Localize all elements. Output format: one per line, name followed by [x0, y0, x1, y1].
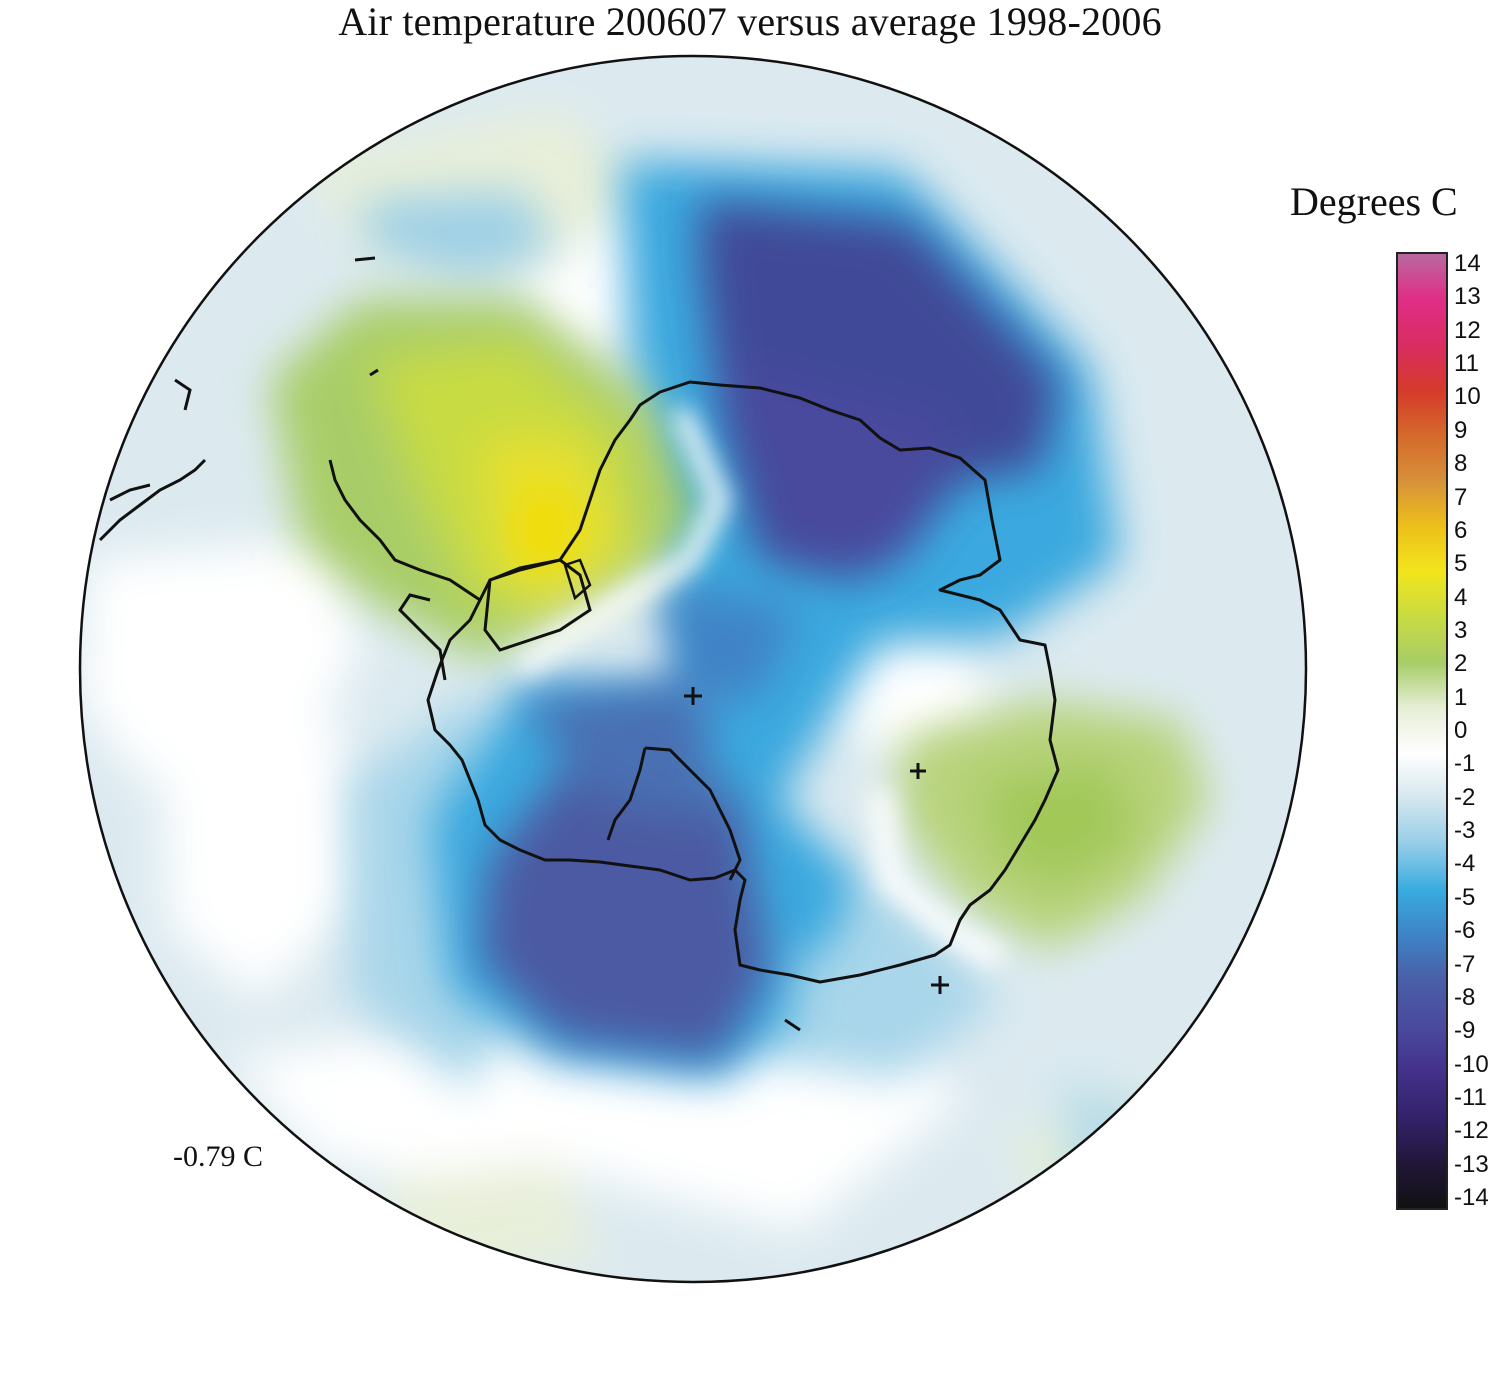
colorbar-tick-label: -5: [1454, 883, 1476, 911]
colorbar-tick-label: 2: [1454, 650, 1468, 678]
filchner-ronne-outline: [483, 558, 592, 652]
anomaly-field: [80, 56, 1306, 1282]
colorbar-tick-label: 11: [1454, 350, 1479, 378]
colorbar-tick-label: -14: [1454, 1184, 1489, 1211]
colorbar-tick-label: 0: [1454, 717, 1468, 744]
colorbar-tick-label: -3: [1454, 817, 1476, 845]
colorbar-tick-labels: 14 13 12 11 10 9 8 7 6 5 4 3 2 1 0 -1 -2 -3 -4 -5 -6 -7 -8 -9 -1…: [1454, 252, 1500, 1210]
ross-ice-shelf-outline: [606, 746, 742, 881]
colorbar-tick-label: -10: [1454, 1050, 1489, 1078]
colorbar-tick-label: 8: [1454, 450, 1468, 478]
plus-marker: [684, 687, 702, 705]
near-zero-areas: [80, 110, 1260, 1280]
antarctic-peninsula-outline: [328, 459, 481, 681]
antarctica-coastline: [426, 380, 1060, 984]
colorbar-tick-label: 3: [1454, 616, 1468, 644]
colorbar-tick-label: -4: [1454, 850, 1476, 878]
plus-marker: [910, 763, 926, 779]
colorbar: [1396, 252, 1448, 1210]
colorbar-tick-label: -12: [1454, 1117, 1489, 1145]
colorbar-tick-label: -9: [1454, 1017, 1476, 1045]
colorbar-tick-label: -13: [1454, 1150, 1489, 1178]
colorbar-tick-label: 6: [1454, 516, 1468, 544]
legend-title: Degrees C: [1290, 179, 1458, 224]
colorbar-tick-label: -7: [1454, 950, 1476, 978]
colorbar-tick-label: 5: [1454, 550, 1468, 578]
plus-marker: [931, 976, 949, 994]
zero-contour-bands: [514, 406, 1006, 970]
colorbar-tick-label: 12: [1454, 316, 1481, 344]
colorbar-tick-label: 7: [1454, 483, 1468, 511]
colorbar-tick-label: 9: [1454, 416, 1468, 444]
colorbar-tick-label: 10: [1454, 383, 1481, 411]
mean-anomaly-value: -0.79 C: [173, 1140, 263, 1173]
colorbar-tick-label: -1: [1454, 750, 1476, 778]
plus-markers: [684, 687, 949, 994]
colorbar-tick-label: 1: [1454, 683, 1468, 711]
colorbar-tick-label: -6: [1454, 917, 1476, 945]
map-boundary: [78, 54, 1308, 1284]
south-america-outline: [98, 378, 207, 542]
colorbar-tick-label: -11: [1454, 1083, 1487, 1111]
colorbar-tick-label: 13: [1454, 283, 1481, 311]
colorbar-tick-label: -8: [1454, 983, 1476, 1011]
warm-indian-ocean-area: [900, 700, 1210, 950]
colorbar-tick-label: -2: [1454, 783, 1476, 811]
colorbar-tick-label: 14: [1454, 250, 1481, 277]
colorbar-tick-label: 4: [1454, 583, 1468, 611]
cold-core-areas: [480, 200, 1060, 1060]
map-title: Air temperature 200607 versus average 19…: [338, 0, 1162, 44]
